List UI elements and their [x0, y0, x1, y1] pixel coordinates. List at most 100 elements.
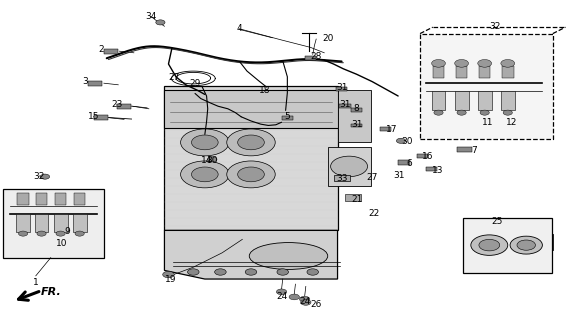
Circle shape: [37, 231, 46, 236]
Circle shape: [510, 236, 542, 254]
Bar: [456, 66, 467, 78]
Circle shape: [192, 167, 218, 182]
Text: 32: 32: [33, 172, 45, 181]
Circle shape: [163, 271, 174, 278]
Bar: [3, 189, 104, 258]
Text: 1: 1: [33, 278, 39, 287]
Circle shape: [299, 296, 310, 302]
Text: 17: 17: [385, 125, 397, 134]
Bar: [54, 214, 68, 232]
Circle shape: [238, 167, 264, 182]
Bar: [398, 160, 410, 165]
Text: 8: 8: [354, 104, 359, 113]
FancyBboxPatch shape: [345, 194, 361, 201]
Text: 23: 23: [111, 100, 122, 109]
Text: 3: 3: [83, 77, 88, 86]
Text: 2: 2: [98, 45, 104, 54]
Circle shape: [457, 110, 466, 115]
Text: 9: 9: [65, 227, 70, 236]
Ellipse shape: [249, 243, 328, 269]
Text: 12: 12: [505, 118, 517, 127]
Text: 6: 6: [407, 159, 413, 168]
Bar: [432, 91, 445, 110]
Bar: [35, 214, 48, 232]
Circle shape: [181, 129, 229, 156]
Text: 24: 24: [299, 297, 310, 306]
Text: 26: 26: [310, 300, 322, 309]
Polygon shape: [164, 230, 338, 279]
Text: 33: 33: [336, 174, 347, 183]
Circle shape: [18, 231, 28, 236]
Bar: [455, 91, 469, 110]
Bar: [479, 66, 490, 78]
Circle shape: [208, 157, 217, 162]
Circle shape: [307, 269, 319, 275]
Circle shape: [517, 240, 535, 250]
Bar: [305, 56, 316, 60]
Circle shape: [301, 300, 311, 305]
Bar: [457, 147, 472, 152]
Bar: [94, 116, 108, 120]
Bar: [36, 193, 47, 205]
Bar: [478, 91, 492, 110]
Bar: [339, 104, 351, 108]
Text: 30: 30: [207, 156, 218, 165]
Text: FR.: FR.: [40, 287, 61, 297]
Text: 31: 31: [336, 83, 347, 92]
Circle shape: [432, 60, 445, 67]
Text: 21: 21: [351, 195, 362, 204]
Circle shape: [289, 294, 299, 300]
Bar: [463, 218, 552, 273]
Circle shape: [40, 174, 50, 179]
Bar: [380, 127, 391, 131]
Bar: [420, 34, 553, 139]
Circle shape: [181, 161, 229, 188]
Circle shape: [471, 235, 508, 255]
Text: 13: 13: [432, 166, 443, 175]
Bar: [17, 193, 29, 205]
Text: 31: 31: [394, 171, 405, 180]
Circle shape: [331, 156, 368, 177]
Bar: [73, 214, 87, 232]
Circle shape: [479, 239, 500, 251]
Circle shape: [245, 269, 257, 275]
Circle shape: [156, 20, 165, 25]
Text: 19: 19: [164, 275, 176, 284]
Circle shape: [238, 135, 264, 150]
Text: 27: 27: [168, 73, 180, 82]
Bar: [501, 91, 515, 110]
Circle shape: [227, 129, 275, 156]
Bar: [417, 154, 428, 158]
Text: 16: 16: [422, 152, 434, 161]
Bar: [16, 214, 30, 232]
FancyBboxPatch shape: [164, 86, 338, 230]
Bar: [351, 108, 362, 112]
Text: 27: 27: [366, 173, 378, 182]
Circle shape: [215, 269, 226, 275]
Circle shape: [276, 289, 287, 295]
Bar: [74, 193, 85, 205]
Text: 14: 14: [201, 156, 212, 164]
Text: 31: 31: [351, 120, 362, 129]
Circle shape: [503, 110, 512, 115]
Text: 31: 31: [339, 100, 351, 109]
Text: 20: 20: [322, 34, 334, 43]
Bar: [334, 175, 350, 181]
Circle shape: [455, 60, 469, 67]
Circle shape: [192, 135, 218, 150]
Text: 32: 32: [489, 22, 501, 31]
Text: 30: 30: [401, 137, 413, 146]
Text: 7: 7: [471, 146, 477, 155]
Text: 28: 28: [310, 52, 322, 61]
Text: 5: 5: [284, 112, 290, 121]
Bar: [117, 104, 131, 108]
Circle shape: [56, 231, 65, 236]
Bar: [88, 81, 102, 85]
Circle shape: [227, 161, 275, 188]
Bar: [433, 66, 444, 78]
Circle shape: [434, 110, 443, 115]
Bar: [426, 167, 437, 171]
Bar: [164, 90, 338, 128]
Text: 25: 25: [492, 217, 503, 226]
Bar: [328, 147, 371, 186]
